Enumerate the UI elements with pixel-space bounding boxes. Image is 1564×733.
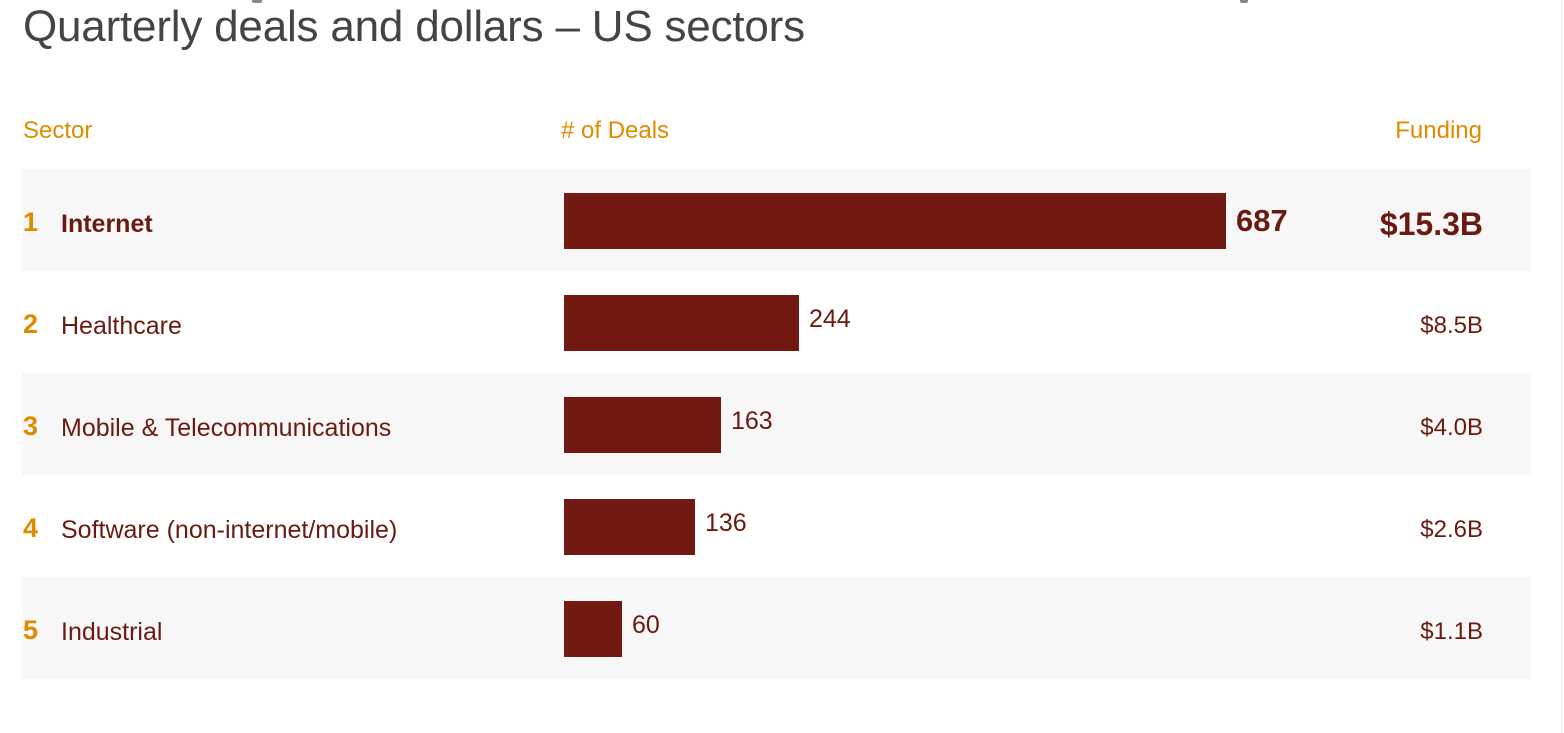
funding-value: $2.6B xyxy=(1420,516,1483,543)
table-row: 5 Industrial 60 $1.1B xyxy=(22,577,1531,679)
sector-name: Industrial xyxy=(61,618,163,646)
clipped-heading-remnant xyxy=(0,0,1564,4)
table-row: 4 Software (non-internet/mobile) 136 $2.… xyxy=(22,475,1531,577)
deals-count-label: 60 xyxy=(632,611,660,639)
deals-bar xyxy=(564,295,799,351)
table-row: 3 Mobile & Telecommunications 163 $4.0B xyxy=(22,373,1531,475)
window-edge-divider xyxy=(1561,0,1562,733)
table-row: 1 Internet 687 $15.3B xyxy=(22,169,1531,271)
table-row: 2 Healthcare 244 $8.5B xyxy=(22,271,1531,373)
column-header-deals: # of Deals xyxy=(561,117,670,144)
deals-count-label: 163 xyxy=(731,407,773,435)
funding-value: $8.5B xyxy=(1420,312,1483,339)
funding-value: $1.1B xyxy=(1420,618,1483,645)
rank-number: 3 xyxy=(23,411,39,441)
deals-bar xyxy=(564,397,721,453)
deals-bar xyxy=(564,499,695,555)
deals-bar xyxy=(564,193,1226,249)
sector-name: Healthcare xyxy=(61,312,182,340)
deals-count-label: 687 xyxy=(1236,203,1288,238)
deals-bar xyxy=(564,601,622,657)
rank-number: 2 xyxy=(23,309,39,339)
funding-value: $4.0B xyxy=(1420,414,1483,441)
column-header-sector: Sector xyxy=(23,117,93,144)
sector-name: Internet xyxy=(61,210,153,238)
deals-count-label: 136 xyxy=(705,509,747,537)
sector-table: 1 Internet 687 $15.3B 2 Healthcare 244 $… xyxy=(22,169,1531,679)
sector-name: Software (non-internet/mobile) xyxy=(61,516,398,544)
rank-number: 1 xyxy=(23,207,39,237)
sector-name: Mobile & Telecommunications xyxy=(61,414,392,442)
deals-count-label: 244 xyxy=(809,305,851,333)
funding-value: $15.3B xyxy=(1379,206,1483,242)
column-header-funding: Funding xyxy=(1395,117,1482,144)
page-title: Quarterly deals and dollars – US sectors xyxy=(23,2,805,51)
rank-number: 5 xyxy=(23,615,39,645)
rank-number: 4 xyxy=(23,513,39,543)
